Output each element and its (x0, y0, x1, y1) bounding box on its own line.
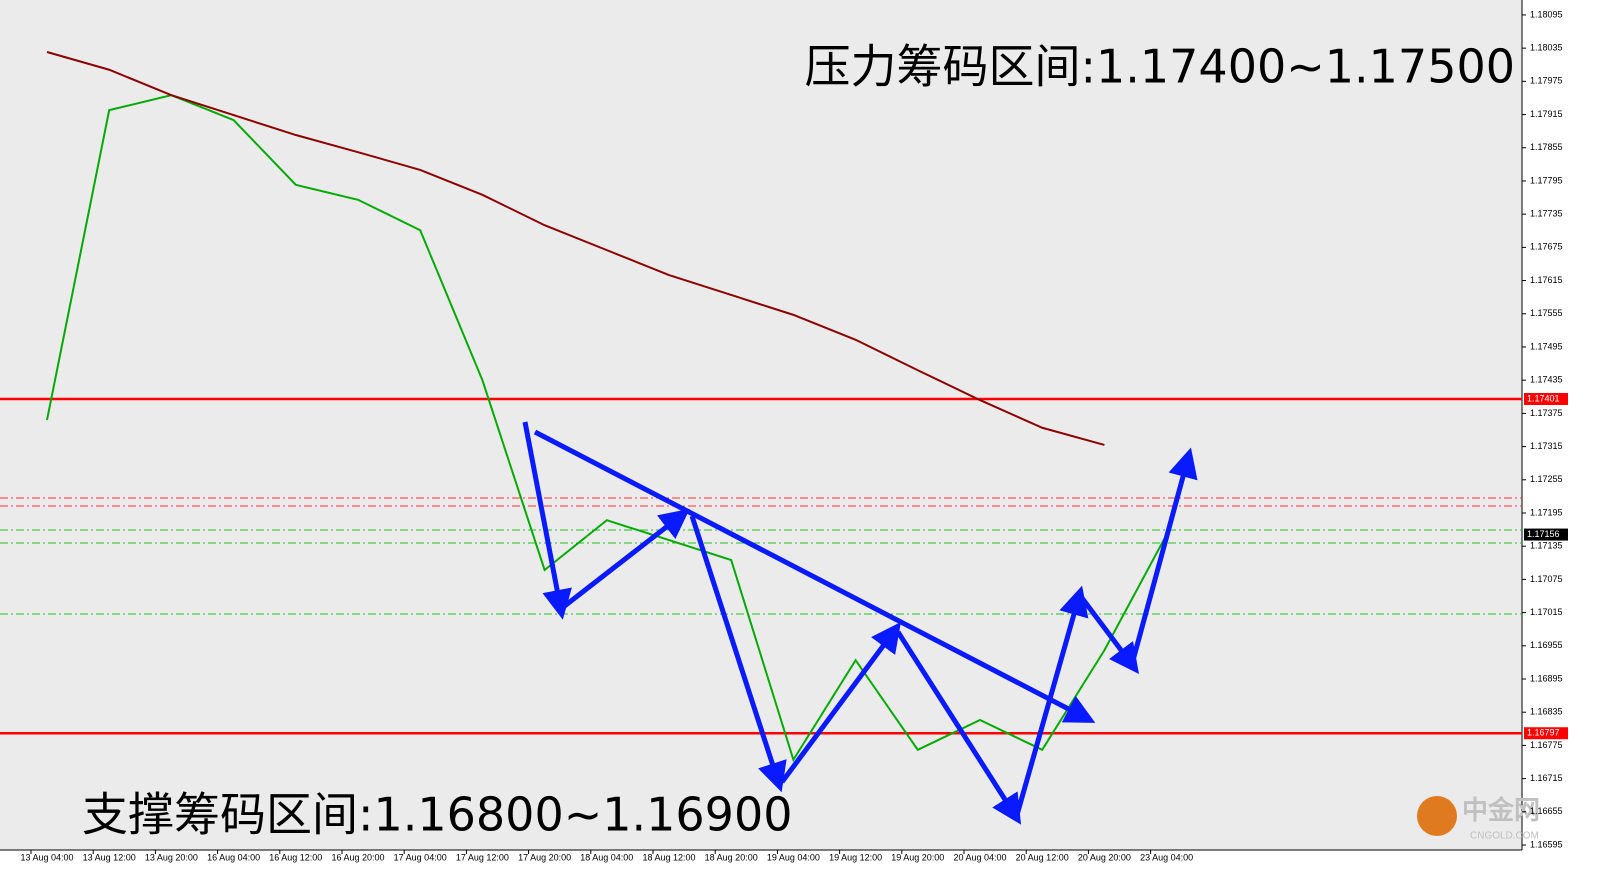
y-tick-label: 1.17435 (1530, 375, 1563, 385)
watermark: 中金网 (1462, 795, 1540, 825)
level-box (1524, 392, 1568, 405)
resistance-annotation: 压力筹码区间:1.17400~1.17500 (805, 40, 1515, 94)
y-tick-label: 1.17675 (1530, 242, 1563, 252)
y-tick-label: 1.16835 (1530, 707, 1563, 717)
y-tick-label: 1.17135 (1530, 541, 1563, 551)
y-tick-label: 1.17795 (1530, 175, 1563, 185)
x-tick-label: 17 Aug 04:00 (394, 852, 447, 862)
x-tick-label: 16 Aug 20:00 (331, 852, 384, 862)
x-tick-label: 13 Aug 12:00 (83, 852, 136, 862)
level-box (1524, 727, 1568, 740)
level-label: 1.16797 (1527, 728, 1560, 738)
logo (1417, 796, 1457, 836)
y-tick-label: 1.16775 (1530, 740, 1563, 750)
x-tick-label: 13 Aug 20:00 (145, 852, 198, 862)
x-tick-label: 20 Aug 04:00 (953, 852, 1006, 862)
y-tick-label: 1.17195 (1530, 507, 1563, 517)
x-tick-label: 17 Aug 20:00 (518, 852, 571, 862)
price-line (46, 51, 1105, 446)
x-tick-label: 18 Aug 20:00 (705, 852, 758, 862)
y-tick-label: 1.17015 (1530, 607, 1563, 617)
x-tick-label: 20 Aug 12:00 (1016, 852, 1069, 862)
y-tick-label: 1.16955 (1530, 640, 1563, 650)
y-tick-label: 1.17075 (1530, 574, 1563, 584)
x-tick-label: 16 Aug 12:00 (269, 852, 322, 862)
y-tick-label: 1.18035 (1530, 43, 1563, 53)
watermark-site: CNGOLD.COM (1470, 831, 1539, 842)
x-tick-label: 16 Aug 04:00 (207, 852, 260, 862)
y-tick-label: 1.17615 (1530, 275, 1563, 285)
y-tick-label: 1.17255 (1530, 474, 1563, 484)
y-tick-label: 1.16595 (1530, 839, 1563, 849)
y-tick-label: 1.17735 (1530, 209, 1563, 219)
x-tick-label: 19 Aug 04:00 (767, 852, 820, 862)
y-tick-label: 1.16655 (1530, 806, 1563, 816)
level-box (1524, 528, 1568, 541)
level-hints (0, 497, 1522, 615)
level-label: 1.17156 (1527, 529, 1560, 539)
y-tick-label: 1.16715 (1530, 773, 1563, 783)
y-tick-label: 1.17495 (1530, 341, 1563, 351)
y-tick-label: 1.18095 (1530, 9, 1563, 19)
y-tick-label: 1.17315 (1530, 441, 1563, 451)
x-tick-label: 23 Aug 04:00 (1140, 852, 1193, 862)
y-tick-label: 1.17915 (1530, 109, 1563, 119)
trend-arrows (522, 421, 1198, 825)
y-tick-label: 1.17555 (1530, 308, 1563, 318)
x-tick-label: 18 Aug 12:00 (642, 852, 695, 862)
price-line (46, 94, 1168, 763)
y-tick-label: 1.17375 (1530, 408, 1563, 418)
level-label: 1.17401 (1527, 393, 1560, 403)
y-tick-label: 1.17975 (1530, 76, 1563, 86)
y-tick-label: 1.16895 (1530, 673, 1563, 683)
price-axis (1522, 0, 1614, 892)
y-tick-label: 1.17855 (1530, 142, 1563, 152)
x-tick-label: 17 Aug 12:00 (456, 852, 509, 862)
x-tick-label: 13 Aug 04:00 (20, 852, 73, 862)
x-tick-label: 19 Aug 20:00 (891, 852, 944, 862)
x-tick-label: 19 Aug 12:00 (829, 852, 882, 862)
support-annotation: 支撑筹码区间:1.16800~1.16900 (82, 788, 792, 842)
x-tick-label: 18 Aug 04:00 (580, 852, 633, 862)
x-tick-label: 20 Aug 20:00 (1078, 852, 1131, 862)
